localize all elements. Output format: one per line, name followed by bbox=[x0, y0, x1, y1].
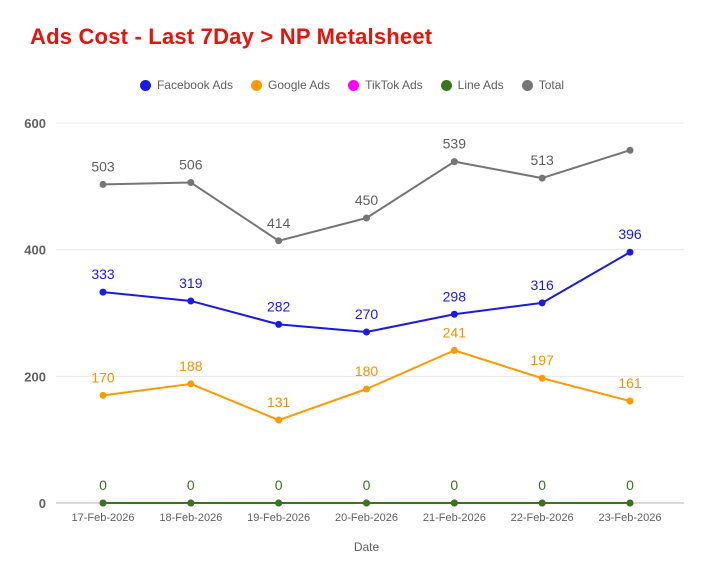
data-point-google-ads[interactable] bbox=[99, 391, 107, 399]
data-label-google-ads: 197 bbox=[530, 352, 554, 368]
data-point-google-ads[interactable] bbox=[626, 397, 634, 405]
legend: Facebook Ads Google Ads TikTok Ads Line Ads… bbox=[0, 78, 704, 92]
x-axis-tick-label: 17-Feb-2026 bbox=[72, 512, 135, 524]
data-point-facebook-ads[interactable] bbox=[626, 248, 634, 256]
data-point-google-ads[interactable] bbox=[187, 380, 195, 388]
x-axis-tick-label: 18-Feb-2026 bbox=[159, 512, 222, 524]
data-point-line-ads[interactable] bbox=[450, 499, 458, 507]
legend-dot bbox=[139, 79, 151, 91]
legend-item-label: Google Ads bbox=[268, 78, 331, 92]
data-label-total: 513 bbox=[530, 152, 554, 168]
legend-dot bbox=[348, 79, 360, 91]
legend-item-total: Total bbox=[521, 78, 565, 92]
legend-item-label: Line Ads bbox=[457, 78, 504, 92]
x-axis-title: Date bbox=[353, 540, 380, 554]
data-point-line-ads[interactable] bbox=[363, 499, 370, 507]
data-point-facebook-ads[interactable] bbox=[99, 288, 107, 296]
x-axis-tick-label: 23-Feb-2026 bbox=[599, 512, 662, 524]
data-point-google-ads[interactable] bbox=[450, 346, 458, 354]
y-axis-tick-label: 400 bbox=[24, 243, 46, 258]
data-point-facebook-ads[interactable] bbox=[275, 320, 283, 328]
data-label-facebook-ads: 396 bbox=[618, 226, 642, 242]
data-label-line-ads: 0 bbox=[187, 477, 195, 493]
data-label-line-ads: 0 bbox=[538, 477, 546, 493]
legend-item-facebook-ads: Facebook Ads bbox=[139, 78, 234, 92]
data-point-total[interactable] bbox=[363, 214, 370, 222]
data-point-total[interactable] bbox=[99, 180, 107, 188]
legend-item-tiktok-ads: TikTok Ads bbox=[348, 78, 423, 92]
legend-dot bbox=[440, 79, 452, 91]
data-point-facebook-ads[interactable] bbox=[538, 299, 546, 307]
legend-item-line-ads: Line Ads bbox=[440, 78, 504, 92]
x-axis-tick-label: 22-Feb-2026 bbox=[511, 512, 574, 524]
data-label-google-ads: 188 bbox=[179, 358, 203, 374]
y-axis-tick-label: 200 bbox=[24, 369, 46, 384]
data-label-google-ads: 170 bbox=[91, 369, 115, 385]
y-axis-tick-label: 0 bbox=[39, 496, 46, 511]
data-point-total[interactable] bbox=[450, 158, 458, 166]
data-point-total[interactable] bbox=[187, 179, 195, 187]
legend-dot bbox=[251, 79, 263, 91]
data-point-line-ads[interactable] bbox=[187, 499, 195, 507]
data-label-total: 503 bbox=[91, 158, 115, 174]
legend-dot bbox=[521, 79, 533, 91]
y-axis-tick-label: 600 bbox=[24, 116, 46, 131]
x-axis-tick-label: 19-Feb-2026 bbox=[247, 512, 310, 524]
data-label-facebook-ads: 270 bbox=[355, 306, 379, 322]
data-point-google-ads[interactable] bbox=[275, 416, 283, 424]
data-label-line-ads: 0 bbox=[363, 477, 371, 493]
data-point-total[interactable] bbox=[275, 237, 283, 245]
legend-item-label: Total bbox=[538, 78, 565, 92]
data-label-line-ads: 0 bbox=[275, 477, 283, 493]
data-label-line-ads: 0 bbox=[626, 477, 634, 493]
data-label-facebook-ads: 319 bbox=[179, 275, 203, 291]
data-point-facebook-ads[interactable] bbox=[450, 310, 458, 318]
legend-item-label: TikTok Ads bbox=[365, 78, 423, 92]
data-label-total: 414 bbox=[267, 215, 291, 231]
data-label-line-ads: 0 bbox=[99, 477, 107, 493]
data-point-line-ads[interactable] bbox=[538, 499, 546, 507]
data-label-facebook-ads: 333 bbox=[91, 266, 115, 282]
data-point-line-ads[interactable] bbox=[626, 499, 634, 507]
data-label-google-ads: 241 bbox=[443, 324, 467, 340]
chart-title: Ads Cost - Last 7Day > NP Metalsheet bbox=[30, 24, 433, 49]
x-axis-tick-label: 20-Feb-2026 bbox=[335, 512, 398, 524]
data-label-line-ads: 0 bbox=[450, 477, 458, 493]
data-point-line-ads[interactable] bbox=[99, 499, 107, 507]
data-label-total: 450 bbox=[355, 192, 379, 208]
data-point-total[interactable] bbox=[538, 174, 546, 182]
data-point-line-ads[interactable] bbox=[275, 499, 283, 507]
data-label-google-ads: 161 bbox=[618, 375, 642, 391]
x-axis-tick-label: 21-Feb-2026 bbox=[423, 512, 486, 524]
data-label-google-ads: 180 bbox=[355, 363, 379, 379]
legend-item-google-ads: Google Ads bbox=[251, 78, 330, 92]
data-point-google-ads[interactable] bbox=[363, 385, 370, 393]
data-label-total: 506 bbox=[179, 157, 203, 173]
data-point-facebook-ads[interactable] bbox=[363, 328, 370, 336]
data-label-google-ads: 131 bbox=[267, 394, 291, 410]
data-point-facebook-ads[interactable] bbox=[187, 297, 195, 305]
data-point-google-ads[interactable] bbox=[538, 374, 546, 382]
data-point-total[interactable] bbox=[626, 146, 634, 154]
legend-item-label: Facebook Ads bbox=[156, 78, 234, 92]
data-label-total: 539 bbox=[443, 136, 467, 152]
data-label-facebook-ads: 316 bbox=[530, 277, 554, 293]
data-label-facebook-ads: 298 bbox=[443, 288, 467, 304]
data-label-facebook-ads: 282 bbox=[267, 298, 291, 314]
